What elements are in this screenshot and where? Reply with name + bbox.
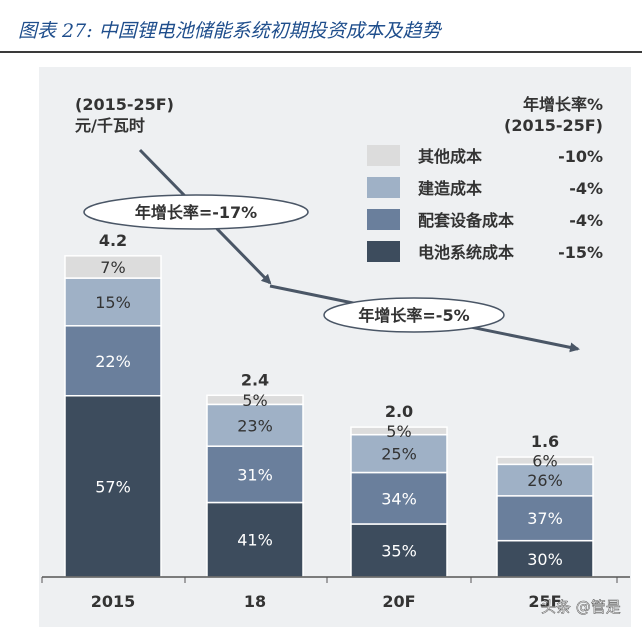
legend-swatch [367,177,400,198]
bar-segment [64,325,162,397]
legend-swatch [367,209,400,230]
title-divider [0,51,642,53]
bar-segment-label: 5% [386,422,411,441]
bars-layer: 57%22%15%7%4.241%31%23%5%2.435%34%25%5%2… [64,231,594,578]
bar-segment-label: 23% [237,416,273,435]
bar-total-label: 1.6 [531,432,559,451]
watermark: 头条 @管是 [541,598,621,616]
bar-segment [206,501,304,578]
bar-segment-label: 37% [527,509,563,528]
bar-total-label: 2.4 [241,370,269,389]
bar-segment-label: 22% [95,352,131,371]
bar-segment [206,445,304,504]
unit-note-line2: 元/千瓦时 [75,116,145,135]
x-tick-label: 25F [528,592,561,611]
legend-growth-rate: -4% [569,211,603,230]
x-tick-label: 2015 [91,592,136,611]
annotation-2: 年增长率=-5% [358,306,469,325]
bar-segment-label: 15% [95,293,131,312]
legend-swatch [367,241,400,262]
bar-segment-label: 41% [237,531,273,550]
legend-label: 配套设备成本 [418,211,514,230]
bar-segment-label: 35% [381,542,417,561]
bar-segment [350,523,448,578]
legend-header-line1: 年增长率% [523,95,603,114]
annotation-oval-1 [83,194,309,230]
bar-segment-label: 31% [237,465,273,484]
bar-segment-label: 30% [527,550,563,569]
bar-segment-label: 5% [242,391,267,410]
legend-growth-rate: -15% [558,243,603,262]
unit-note-line1: (2015-25F) [75,95,174,114]
legend-header-line2: (2015-25F) [504,116,603,135]
bar-segment [496,495,594,542]
bar-segment-label: 7% [100,258,125,277]
bar-segment [350,426,448,436]
legend-label: 电池系统成本 [418,243,514,262]
x-tick-label: 20F [382,592,415,611]
bar-segment [64,394,162,578]
bar-segment [496,463,594,497]
bar-segment-label: 57% [95,477,131,496]
bar-segment [64,255,162,279]
legend: 其他成本 -10% 建造成本 -4% 配套设备成本 -4% 电池系统成本 -15% [367,145,603,262]
bar-segment [350,433,448,474]
bar-segment [206,394,304,406]
legend-label: 建造成本 [418,179,482,198]
bar-segment-label: 26% [527,471,563,490]
legend-growth-rate: -4% [569,179,603,198]
figure-title: 图表 27: 中国锂电池储能系统初期投资成本及趋势 [18,20,441,42]
bar-segment [496,456,594,466]
x-tick-label: 18 [244,592,266,611]
bar-total-label: 4.2 [99,231,127,250]
annotation-1: 年增长率=-17% [135,203,257,222]
bar-segment [496,539,594,578]
legend-growth-rate: -10% [558,147,603,166]
legend-swatch [367,145,400,166]
legend-label: 其他成本 [418,147,482,166]
bar-total-label: 2.0 [385,402,413,421]
bar-segment [350,471,448,525]
x-ticks-layer: 2015 18 20F 25F [41,577,618,611]
bar-segment-label: 6% [532,452,557,471]
annotation-oval-2 [323,297,505,333]
bar-segment-label: 34% [381,489,417,508]
bar-segment-label: 25% [381,445,417,464]
